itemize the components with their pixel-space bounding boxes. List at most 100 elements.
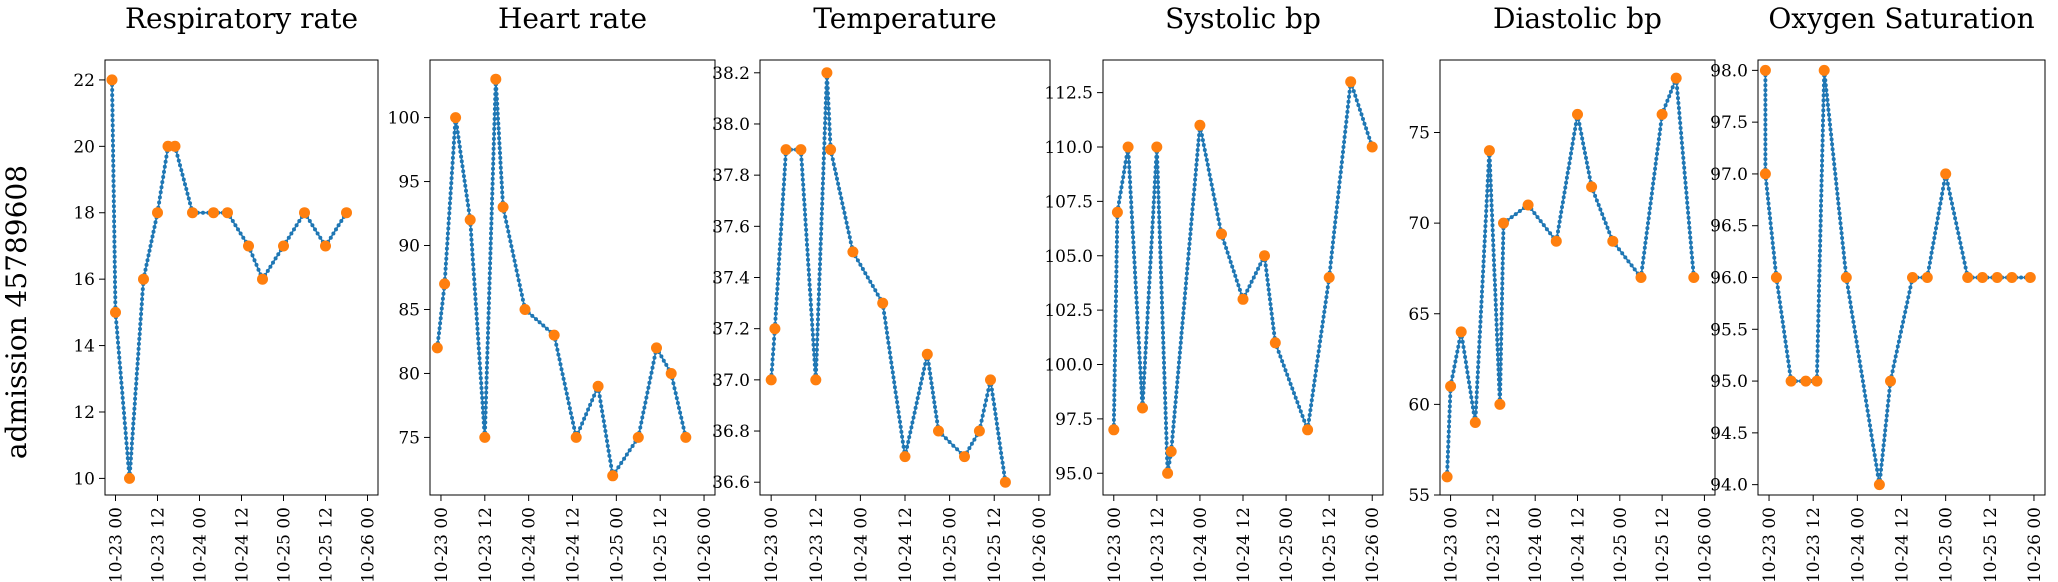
line-sample-dot [1478, 314, 1483, 319]
line-sample-dot [1582, 146, 1587, 151]
line-sample-dot [1816, 303, 1821, 308]
line-sample-dot [1690, 255, 1695, 260]
line-sample-dot [802, 202, 807, 207]
line-sample-dot [1470, 405, 1475, 410]
line-sample-dot [1450, 374, 1455, 379]
line-sample-dot [1131, 240, 1136, 245]
line-sample-dot [972, 437, 977, 442]
line-sample-dot [1336, 190, 1341, 195]
line-sample-dot [1156, 200, 1161, 205]
line-sample-dot [1767, 206, 1771, 211]
line-sample-dot [1133, 275, 1138, 280]
line-sample-dot [571, 420, 575, 425]
line-sample-dot [1161, 330, 1165, 335]
line-sample-dot [1640, 265, 1645, 270]
line-sample-dot [518, 288, 523, 292]
line-sample-dot [817, 272, 822, 277]
line-sample-dot [592, 393, 597, 398]
line-sample-dot [985, 393, 990, 398]
line-sample-dot [1175, 375, 1180, 380]
line-sample-dot [1690, 260, 1695, 265]
line-sample-dot [500, 190, 505, 195]
line-sample-dot [1573, 122, 1578, 127]
chart-title: Respiratory rate [125, 2, 358, 35]
chart-title: Oxygen Saturation [1768, 2, 2034, 35]
line-sample-dot [1300, 414, 1305, 418]
line-sample-dot [865, 275, 870, 280]
line-sample-dot [1489, 193, 1494, 198]
line-sample-dot [1873, 458, 1878, 462]
line-sample-dot [1839, 226, 1844, 231]
data-point [795, 144, 807, 156]
line-sample-dot [1816, 318, 1821, 323]
line-sample-dot [822, 126, 827, 131]
line-sample-dot [1678, 126, 1683, 130]
line-sample-dot [1131, 245, 1136, 250]
line-sample-dot [918, 381, 923, 386]
line-sample-dot [1148, 265, 1153, 270]
line-sample-dot [112, 214, 117, 219]
data-point [1670, 72, 1682, 84]
line-sample-dot [821, 161, 826, 166]
line-sample-dot [1365, 131, 1370, 135]
line-sample-dot [608, 458, 613, 463]
line-sample-dot [774, 296, 779, 301]
line-sample-dot [1191, 202, 1195, 207]
line-sample-dot [1195, 148, 1200, 152]
line-sample-dot [1152, 195, 1157, 200]
line-sample-dot [138, 322, 143, 326]
line-sample-dot [544, 326, 549, 331]
line-sample-dot [1269, 306, 1274, 311]
data-point [899, 451, 911, 463]
line-sample-dot [1268, 302, 1273, 307]
line-sample-dot [499, 175, 504, 180]
line-sample-dot [652, 355, 657, 360]
line-sample-dot [1567, 161, 1572, 166]
line-sample-dot [138, 327, 142, 331]
line-sample-dot [1785, 354, 1790, 359]
line-sample-dot [640, 415, 645, 420]
line-sample-dot [1586, 170, 1591, 175]
line-sample-dot [469, 237, 474, 242]
line-sample-dot [1146, 305, 1150, 310]
line-sample-dot [1462, 350, 1467, 354]
line-sample-dot [487, 276, 492, 281]
line-sample-dot [1764, 181, 1769, 186]
data-point [138, 273, 149, 285]
line-sample-dot [487, 286, 492, 291]
line-sample-dot [113, 275, 117, 279]
line-sample-dot [558, 362, 563, 367]
line-sample-dot [819, 231, 824, 236]
line-sample-dot [775, 281, 780, 286]
line-sample-dot [841, 206, 846, 210]
line-sample-dot [627, 448, 632, 453]
line-sample-dot [882, 311, 887, 315]
line-sample-dot [1278, 354, 1283, 359]
line-sample-dot [806, 262, 811, 267]
data-point [2024, 272, 2036, 283]
line-sample-dot [511, 253, 516, 258]
line-sample-dot [808, 297, 813, 302]
line-sample-dot [1446, 434, 1451, 439]
x-tick-label: 10-25 00 [1611, 507, 1631, 582]
line-sample-dot [986, 388, 991, 393]
line-sample-dot [1650, 186, 1655, 191]
line-sample-dot [1500, 251, 1505, 256]
line-sample-dot [1572, 131, 1577, 136]
line-sample-dot [113, 300, 118, 305]
line-sample-dot [1162, 370, 1167, 375]
line-sample-dot [1904, 305, 1909, 310]
line-sample-dot [137, 336, 142, 341]
line-sample-dot [805, 247, 810, 252]
line-sample-dot [1148, 260, 1153, 265]
line-sample-dot [1817, 273, 1822, 278]
data-point [810, 374, 822, 386]
line-sample-dot [176, 158, 181, 163]
plot-frame [759, 59, 1051, 496]
line-sample-dot [121, 406, 126, 410]
line-sample-dot [769, 367, 774, 372]
line-sample-dot [139, 312, 144, 316]
data-point [1302, 424, 1314, 436]
line-sample-dot [1174, 385, 1179, 390]
line-sample-dot [822, 131, 827, 136]
